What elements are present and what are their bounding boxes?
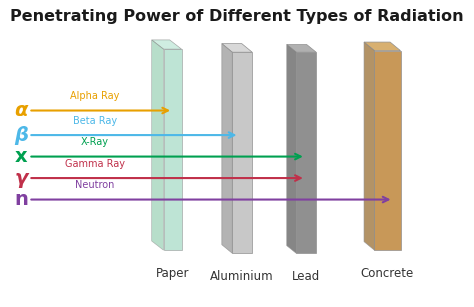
Text: x: x (15, 147, 27, 166)
Polygon shape (364, 42, 401, 51)
Polygon shape (296, 52, 316, 253)
Text: Lead: Lead (292, 270, 320, 283)
Text: Paper: Paper (156, 267, 189, 280)
Polygon shape (152, 40, 164, 250)
Text: β: β (14, 126, 28, 145)
Text: Concrete: Concrete (361, 267, 414, 280)
Polygon shape (222, 44, 252, 52)
Polygon shape (222, 44, 232, 253)
Text: γ: γ (15, 169, 28, 188)
Text: n: n (14, 190, 28, 209)
Text: Gamma Ray: Gamma Ray (65, 159, 125, 169)
Polygon shape (364, 42, 374, 250)
Text: Beta Ray: Beta Ray (73, 116, 117, 126)
Polygon shape (374, 51, 401, 250)
Text: X-Ray: X-Ray (81, 137, 109, 147)
Polygon shape (164, 49, 182, 250)
Polygon shape (287, 45, 316, 52)
Text: Neutron: Neutron (75, 180, 115, 190)
Text: α: α (15, 101, 28, 120)
Polygon shape (232, 52, 252, 253)
Text: Penetrating Power of Different Types of Radiation: Penetrating Power of Different Types of … (10, 9, 464, 24)
Polygon shape (152, 40, 182, 49)
Text: Aluminium: Aluminium (210, 270, 274, 283)
Text: Alpha Ray: Alpha Ray (70, 91, 119, 101)
Polygon shape (287, 45, 296, 253)
